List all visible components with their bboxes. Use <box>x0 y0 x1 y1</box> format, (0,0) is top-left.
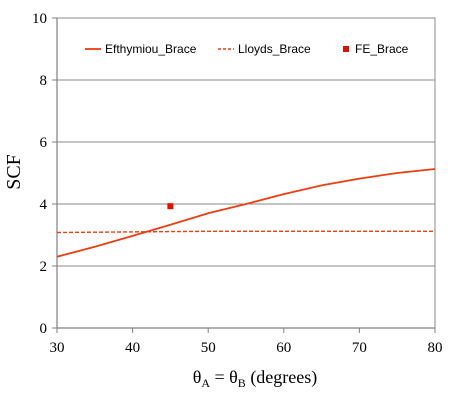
x-tick-label: 80 <box>428 340 443 356</box>
x-tick-label: 40 <box>125 340 140 356</box>
legend-label-fe-brace: FE_Brace <box>355 42 409 56</box>
legend-label-efthymiou-brace: Efthymiou_Brace <box>105 42 197 56</box>
efthymiou-brace-line <box>56 168 436 258</box>
legend-marker-fe-brace <box>343 46 349 52</box>
y-tick-label: 4 <box>40 197 48 213</box>
y-tick-label: 0 <box>40 321 48 337</box>
axes <box>56 17 436 329</box>
x-tick-label: 50 <box>201 340 216 356</box>
plot-frame <box>56 17 436 329</box>
legend: Efthymiou_Brace Lloyds_Brace FE_Brace <box>85 42 409 56</box>
tick-labels: 0 2 4 6 8 10 30 40 50 60 70 80 <box>32 11 443 356</box>
x-axis-title: θA = θB (degrees) <box>193 367 318 390</box>
y-axis-title: SCF <box>3 154 25 190</box>
series <box>56 168 436 258</box>
y-tick-label: 6 <box>40 135 48 151</box>
fe-brace-point <box>167 203 174 210</box>
lloyds-brace-line <box>56 230 435 234</box>
legend-label-lloyds-brace: Lloyds_Brace <box>238 42 311 56</box>
x-tick-label: 30 <box>50 340 65 356</box>
y-tick-label: 8 <box>40 73 48 89</box>
x-tick-label: 70 <box>352 340 367 356</box>
x-tick-label: 60 <box>276 340 291 356</box>
y-tick-label: 2 <box>40 259 48 275</box>
y-tick-label: 10 <box>32 11 47 27</box>
